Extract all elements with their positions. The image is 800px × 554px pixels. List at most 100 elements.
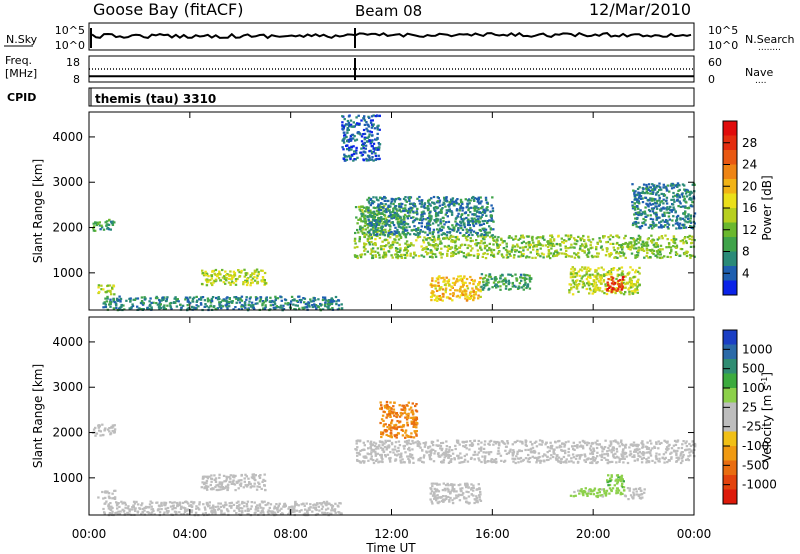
data-cell — [286, 303, 289, 306]
data-cell — [353, 158, 356, 161]
data-cell — [380, 202, 383, 205]
data-cell — [128, 510, 131, 513]
data-cell — [517, 461, 520, 464]
data-cell — [473, 450, 477, 453]
data-cell — [486, 231, 490, 234]
data-cell — [667, 215, 671, 218]
data-cell — [234, 280, 238, 283]
data-cell — [581, 275, 584, 278]
data-cell — [228, 305, 231, 308]
data-cell — [367, 207, 370, 210]
data-cell — [227, 483, 230, 486]
data-cell — [669, 246, 673, 249]
data-cell — [609, 285, 612, 288]
data-cell — [276, 510, 280, 513]
data-cell — [393, 200, 396, 203]
data-cell — [102, 433, 105, 437]
data-cell — [519, 255, 522, 258]
data-cell — [681, 223, 685, 226]
data-cell — [622, 281, 625, 284]
data-cell — [371, 119, 374, 122]
data-cell — [263, 271, 267, 275]
data-cell — [578, 445, 582, 448]
data-cell — [345, 158, 349, 161]
data-cell — [588, 275, 592, 278]
data-cell — [665, 208, 669, 211]
data-cell — [417, 226, 420, 230]
data-cell — [485, 201, 489, 204]
data-cell — [651, 221, 655, 224]
data-cell — [393, 211, 396, 214]
data-cell — [352, 152, 356, 156]
data-cell — [224, 480, 228, 483]
data-cell — [605, 241, 608, 244]
data-cell — [651, 224, 654, 227]
data-cell — [104, 427, 107, 430]
data-cell — [666, 206, 669, 209]
data-cell — [360, 135, 364, 138]
data-cell — [450, 240, 453, 243]
data-cell — [526, 285, 530, 288]
data-cell — [527, 235, 530, 238]
data-cell — [374, 454, 377, 457]
data-cell — [388, 214, 391, 218]
data-cell — [225, 279, 228, 282]
data-cell — [664, 440, 668, 443]
data-cell — [501, 254, 504, 258]
data-cell — [602, 235, 605, 238]
freq-left-tick-top: 18 — [66, 56, 80, 69]
data-cell — [159, 306, 163, 309]
data-cell — [430, 448, 433, 451]
data-cell — [408, 209, 411, 212]
data-cell — [620, 266, 624, 269]
data-cell — [258, 485, 261, 488]
data-cell — [206, 297, 210, 300]
data-cell — [155, 295, 158, 298]
data-cell — [154, 297, 158, 300]
data-cell — [355, 149, 358, 152]
data-cell — [689, 196, 692, 199]
data-cell — [616, 281, 619, 284]
y-tick-label: 3000 — [52, 175, 83, 189]
data-cell — [98, 425, 101, 428]
data-cell — [364, 228, 368, 231]
data-cell — [578, 283, 581, 286]
data-cell — [431, 252, 435, 255]
data-cell — [205, 475, 208, 478]
data-cell — [356, 245, 359, 249]
data-cell — [341, 125, 344, 128]
data-cell — [632, 189, 635, 192]
data-cell — [240, 271, 243, 274]
data-cell — [252, 306, 255, 309]
data-cell — [235, 297, 238, 300]
data-cell — [500, 459, 503, 462]
data-cell — [365, 233, 368, 236]
data-cell — [416, 197, 419, 200]
data-cell — [401, 458, 404, 461]
data-cell — [688, 198, 691, 201]
data-cell — [389, 225, 392, 228]
colorbar-tick-label: 8 — [742, 245, 750, 259]
data-cell — [92, 222, 95, 225]
data-cell — [245, 505, 249, 508]
data-cell — [383, 195, 386, 199]
data-cell — [149, 303, 152, 306]
data-cell — [264, 282, 267, 285]
data-cell — [245, 503, 249, 506]
data-cell — [199, 302, 203, 305]
data-cell — [372, 441, 376, 444]
data-cell — [389, 231, 392, 234]
data-cell — [131, 304, 135, 308]
data-cell — [140, 308, 143, 311]
data-cell — [484, 274, 488, 277]
data-cell — [222, 513, 225, 516]
data-cell — [436, 439, 439, 442]
data-cell — [109, 433, 112, 436]
data-cell — [455, 295, 459, 298]
data-cell — [348, 125, 351, 128]
data-cell — [330, 503, 333, 507]
data-cell — [638, 194, 642, 197]
data-cell — [637, 226, 640, 229]
data-cell — [293, 308, 296, 311]
data-cell — [519, 251, 522, 254]
